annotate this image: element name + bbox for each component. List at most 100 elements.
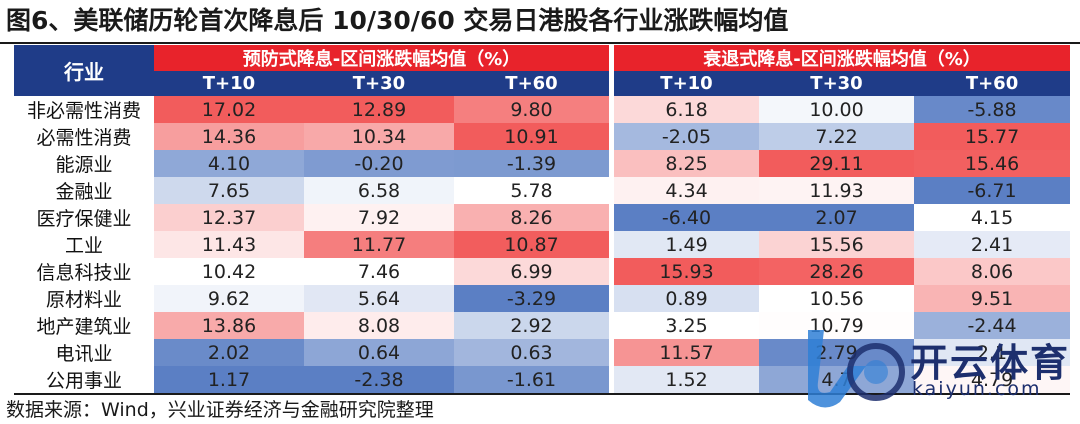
value-cell: -1.61: [454, 366, 610, 393]
value-cell: 3.25: [614, 312, 760, 339]
value-cell: -3.29: [454, 285, 610, 312]
table-row: 公用事业 1.17 -2.38 -1.61 1.52 4.7 4.79: [14, 366, 1071, 393]
value-cell: -1.39: [454, 150, 610, 177]
value-cell: -6.71: [914, 177, 1071, 204]
industry-name: 非必需性消费: [14, 96, 154, 123]
industry-name: 能源业: [14, 150, 154, 177]
value-cell: 1.52: [614, 366, 760, 393]
source-note: 数据来源：Wind，兴业证券经济与金融研究院整理: [6, 399, 434, 421]
group-separator: [609, 45, 615, 96]
value-cell: 12.37: [154, 204, 304, 231]
group-separator: [609, 258, 615, 285]
value-cell: 28.26: [759, 258, 915, 285]
value-cell: -6.40: [614, 204, 760, 231]
value-cell: 15.77: [914, 123, 1071, 150]
value-cell: 11.93: [759, 177, 915, 204]
value-cell: 1.17: [154, 366, 304, 393]
period-header: T+30: [759, 71, 915, 96]
group-separator: [609, 123, 615, 150]
title-rule: [0, 42, 1080, 44]
value-cell: -0.20: [304, 150, 454, 177]
value-cell: 2.41: [914, 231, 1071, 258]
industry-name: 信息科技业: [14, 258, 154, 285]
value-cell: -2.05: [614, 123, 760, 150]
table-row: 医疗保健业 12.37 7.92 8.26 -6.40 2.07 4.15: [14, 204, 1071, 231]
group-separator: [609, 231, 615, 258]
table-body: 非必需性消费 17.02 12.89 9.80 6.18 10.00 -5.88 必需性消费 1…: [14, 96, 1071, 393]
value-cell: 15.46: [914, 150, 1071, 177]
period-header: T+60: [914, 71, 1071, 96]
value-cell: 8.06: [914, 258, 1071, 285]
value-cell: 6.18: [614, 96, 760, 123]
industry-name: 必需性消费: [14, 123, 154, 150]
value-cell: 7.46: [304, 258, 454, 285]
group-separator: [609, 150, 615, 177]
group-separator: [609, 312, 615, 339]
value-cell: 14.36: [154, 123, 304, 150]
value-cell: 11.57: [614, 339, 760, 366]
value-cell: 4.79: [914, 366, 1071, 393]
value-cell: 10.87: [454, 231, 610, 258]
value-cell: 6.58: [304, 177, 454, 204]
value-cell: -2.44: [914, 312, 1071, 339]
value-cell: 4.7: [759, 366, 915, 393]
value-cell: -5.88: [914, 96, 1071, 123]
table-row: 信息科技业 10.42 7.46 6.99 15.93 28.26 8.06: [14, 258, 1071, 285]
value-cell: 0.63: [454, 339, 610, 366]
value-cell: 11.43: [154, 231, 304, 258]
table-row: 必需性消费 14.36 10.34 10.91 -2.05 7.22 15.77: [14, 123, 1071, 150]
industry-column-header: 行业: [14, 45, 154, 96]
group-header-recession: 衰退式降息-区间涨跌幅均值（%）: [614, 45, 1071, 71]
industry-name: 公用事业: [14, 366, 154, 393]
value-cell: 10.42: [154, 258, 304, 285]
group-separator: [609, 366, 615, 393]
figure-title: 图6、美联储历轮首次降息后 10/30/60 交易日港股各行业涨跌幅均值: [6, 6, 789, 35]
bottom-rule: [14, 393, 1070, 395]
value-cell: 10.91: [454, 123, 610, 150]
heatmap-table: 行业 预防式降息-区间涨跌幅均值（%） 衰退式降息-区间涨跌幅均值（%） T+1…: [14, 45, 1071, 393]
group-header-preventive: 预防式降息-区间涨跌幅均值（%）: [154, 45, 610, 71]
value-cell: 15.56: [759, 231, 915, 258]
value-cell: 4.34: [614, 177, 760, 204]
table-row: 非必需性消费 17.02 12.89 9.80 6.18 10.00 -5.88: [14, 96, 1071, 123]
table-row: 地产建筑业 13.86 8.08 2.92 3.25 10.79 -2.44: [14, 312, 1071, 339]
industry-name: 金融业: [14, 177, 154, 204]
table-row: 原材料业 9.62 5.64 -3.29 0.89 10.56 9.51: [14, 285, 1071, 312]
value-cell: 8.26: [454, 204, 610, 231]
group-separator: [609, 339, 615, 366]
value-cell: 9.51: [914, 285, 1071, 312]
value-cell: 8.08: [304, 312, 454, 339]
group-separator: [609, 177, 615, 204]
value-cell: 5.64: [304, 285, 454, 312]
value-cell: 9.62: [154, 285, 304, 312]
group-separator: [609, 204, 615, 231]
value-cell: 2.02: [154, 339, 304, 366]
value-cell: 2.1: [914, 339, 1071, 366]
industry-name: 电讯业: [14, 339, 154, 366]
value-cell: 13.86: [154, 312, 304, 339]
value-cell: 1.49: [614, 231, 760, 258]
value-cell: 7.92: [304, 204, 454, 231]
value-cell: 17.02: [154, 96, 304, 123]
table-row: 工业 11.43 11.77 10.87 1.49 15.56 2.41: [14, 231, 1071, 258]
table-row: 电讯业 2.02 0.64 0.63 11.57 2.79 2.1: [14, 339, 1071, 366]
industry-name: 原材料业: [14, 285, 154, 312]
industry-name: 工业: [14, 231, 154, 258]
group-separator: [609, 285, 615, 312]
value-cell: 9.80: [454, 96, 610, 123]
value-cell: 10.34: [304, 123, 454, 150]
period-header: T+60: [454, 71, 610, 96]
value-cell: 10.56: [759, 285, 915, 312]
value-cell: 10.79: [759, 312, 915, 339]
value-cell: 12.89: [304, 96, 454, 123]
value-cell: 15.93: [614, 258, 760, 285]
value-cell: 11.77: [304, 231, 454, 258]
value-cell: 10.00: [759, 96, 915, 123]
value-cell: 4.10: [154, 150, 304, 177]
period-header: T+10: [614, 71, 760, 96]
period-header: T+30: [304, 71, 454, 96]
industry-name: 地产建筑业: [14, 312, 154, 339]
value-cell: 29.11: [759, 150, 915, 177]
value-cell: 2.92: [454, 312, 610, 339]
value-cell: -2.38: [304, 366, 454, 393]
